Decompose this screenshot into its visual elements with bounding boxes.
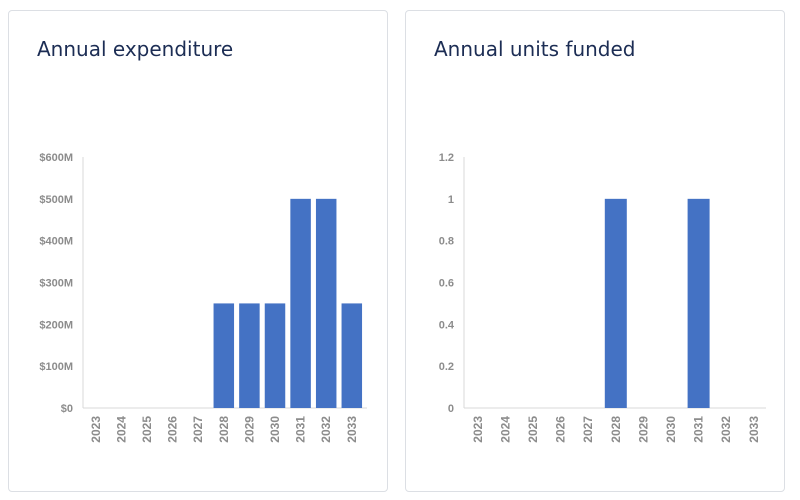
bar-2028 [604,198,627,408]
x-tick-label: 2030 [268,416,282,443]
y-tick-label: 1.2 [439,152,454,164]
y-tick-label: 0.6 [439,278,454,290]
y-tick-label: $500M [39,194,73,206]
x-tick-label: 2023 [471,416,485,443]
y-tick-label: $600M [39,152,73,164]
x-tick-label: 2033 [747,416,761,443]
x-tick-label: 2027 [191,416,205,443]
x-tick-label: 2027 [581,416,595,443]
y-tick-label: $200M [39,319,73,331]
bar-2030 [264,303,286,408]
y-tick-label: $300M [39,278,73,290]
bar-2028 [213,303,235,408]
y-tick-label: $0 [61,403,73,415]
x-tick-label: 2028 [609,416,623,443]
x-tick-label: 2030 [664,416,678,443]
x-tick-label: 2033 [345,416,359,443]
x-tick-label: 2031 [692,416,706,443]
x-tick-label: 2031 [294,416,308,443]
units-funded-chart: 0 0.2 0.4 0.6 0.8 1 1.2 2023 2024 2025 2026 2027 202… [439,152,766,443]
bar-2032 [315,198,337,408]
chart-title: Annual units funded [434,37,636,61]
y-tick-label: 1 [448,194,454,206]
y-tick-label: 0.2 [439,361,454,373]
y-tick-label: 0.8 [439,236,454,248]
x-tick-label: 2029 [242,416,256,443]
chart-title: Annual expenditure [37,37,234,61]
x-tick-label: 2025 [526,416,540,443]
x-tick-label: 2024 [114,416,128,443]
x-tick-label: 2023 [89,416,103,443]
x-tick-label: 2026 [554,416,568,443]
x-tick-label: 2028 [217,416,231,443]
x-tick-label: 2024 [498,416,512,443]
y-tick-label: $100M [39,361,73,373]
x-tick-label: 2029 [636,416,650,443]
bar-2031 [687,198,710,408]
expenditure-chart: $0 $100M $200M $300M $400M $500M $600M 2023 2024… [39,152,367,443]
expenditure-chart-card: Annual expenditure $0 $100M $200M $300M $400… [8,10,388,492]
x-tick-label: 2026 [166,416,180,443]
x-tick-label: 2032 [319,416,333,443]
units-funded-chart-card: Annual units funded 0 0.2 0.4 0.6 0.8 1 1.2 202… [405,10,785,492]
x-tick-label: 2032 [719,416,733,443]
y-tick-label: $400M [39,236,73,248]
bar-2033 [341,303,363,408]
bar-2031 [290,198,311,408]
bar-2029 [239,303,260,408]
y-tick-label: 0.4 [439,319,455,331]
y-tick-label: 0 [448,403,454,415]
x-tick-label: 2025 [140,416,154,443]
